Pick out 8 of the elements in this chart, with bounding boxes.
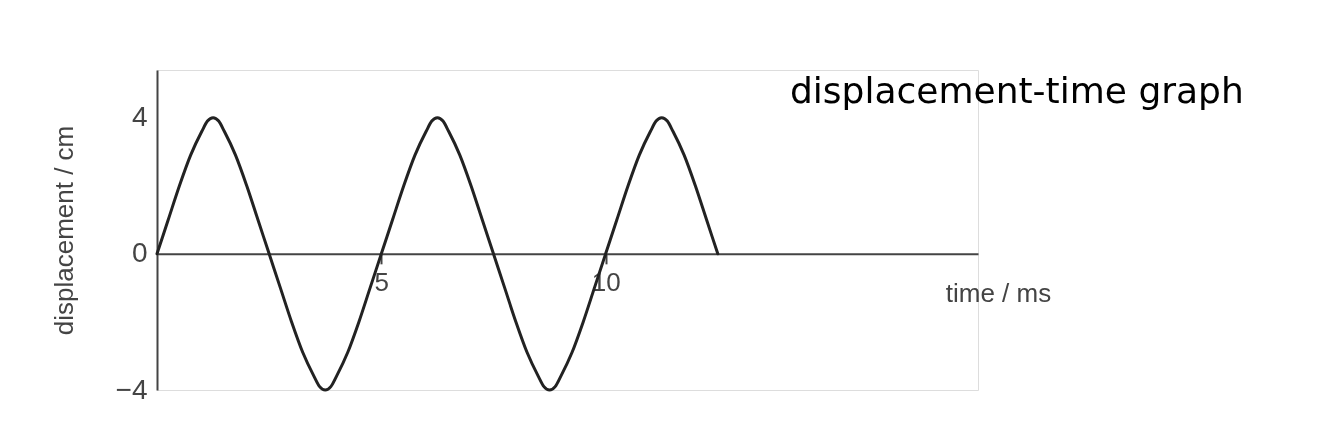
x-tick-label: 5 — [374, 267, 390, 298]
y-tick-label: −4 — [115, 373, 148, 405]
y-tick-label: 0 — [131, 237, 148, 269]
line-series — [155, 116, 720, 392]
y-tick-label: 4 — [131, 101, 148, 133]
y-axis-title: displacement / cm — [48, 125, 79, 336]
x-axis-title: time / ms — [945, 278, 1052, 309]
chart-title: displacement-time graph — [790, 70, 1244, 111]
